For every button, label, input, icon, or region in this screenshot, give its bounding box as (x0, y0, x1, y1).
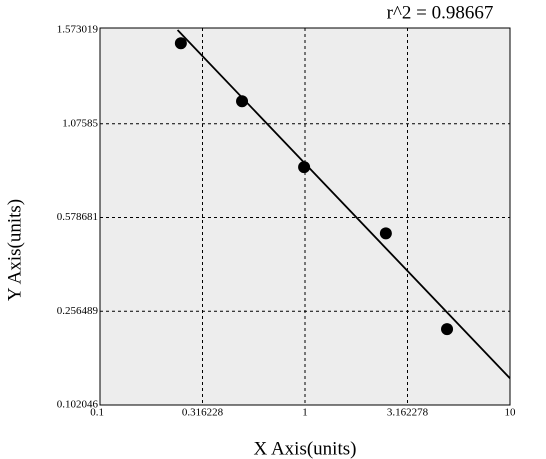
x-tick-label: 3.162278 (387, 407, 429, 419)
y-tick-label: 0.578681 (57, 211, 98, 223)
y-tick-label: 0.256489 (57, 305, 99, 317)
x-tick-label: 0.1 (90, 407, 104, 419)
fit-line (176, 29, 511, 379)
x-axis-label: X Axis(units) (254, 438, 357, 459)
point (441, 323, 454, 336)
x-tick-label: 1 (302, 407, 308, 419)
x-tick-label: 0.316228 (182, 407, 224, 419)
y-tick-label: 0.102046 (57, 399, 99, 411)
y-axis-label: Y Axis(units) (4, 199, 25, 301)
y-tick-label: 1.07585 (62, 117, 98, 129)
annotation: r^2 = 0.98667 (387, 2, 494, 23)
x-tick-label: 10 (505, 407, 517, 419)
point (298, 161, 311, 174)
point (174, 37, 187, 50)
point (236, 95, 249, 108)
point (379, 227, 392, 240)
y-tick-label: 1.573019 (57, 24, 99, 36)
